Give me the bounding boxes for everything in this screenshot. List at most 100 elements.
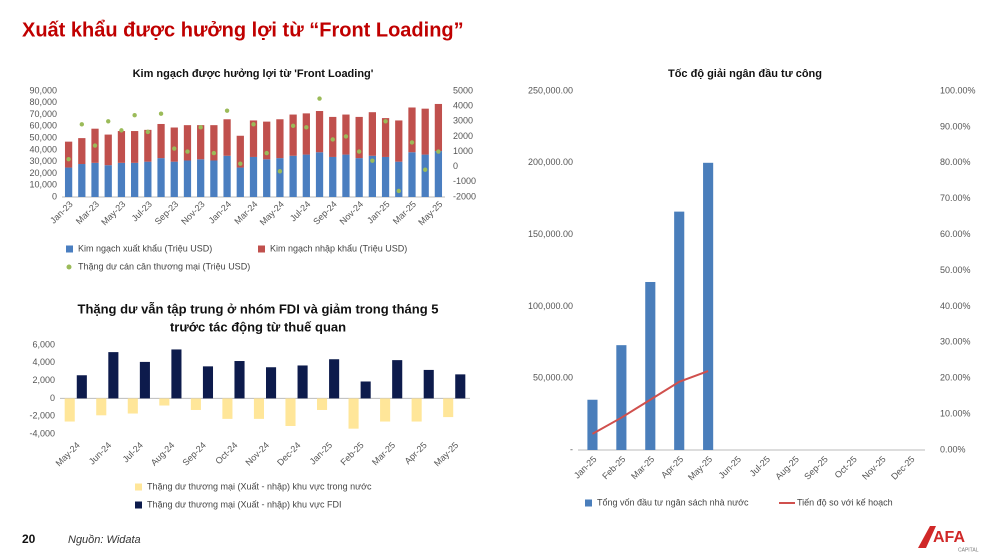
y-tick-label: 0 xyxy=(52,191,57,201)
bar xyxy=(76,375,87,399)
bar xyxy=(408,152,416,197)
y2-tick-label: 2000 xyxy=(453,131,473,141)
x-tick-label: Nov-23 xyxy=(179,199,207,227)
bar xyxy=(329,156,337,197)
bar xyxy=(380,398,391,422)
x-tick-label: Jul-24 xyxy=(121,440,145,464)
bar xyxy=(289,155,297,197)
bar xyxy=(96,398,107,416)
dot xyxy=(317,96,322,101)
y2-tick-label: 20.00% xyxy=(940,373,971,383)
source: Nguồn: Widata xyxy=(68,534,141,546)
bar xyxy=(316,398,328,410)
x-tick-label: Mar-25 xyxy=(629,454,656,481)
y2-tick-label: 5000 xyxy=(453,85,473,95)
bar xyxy=(421,154,429,197)
bar xyxy=(368,112,376,156)
bar xyxy=(210,160,218,197)
bar xyxy=(616,345,627,450)
dot xyxy=(145,129,151,135)
y2-tick-label: 60.00% xyxy=(940,229,971,239)
legend-swatch xyxy=(135,501,142,509)
y2-tick-label: 100.00% xyxy=(940,85,976,95)
x-tick-label: Sep-25 xyxy=(802,454,830,482)
x-tick-label: Feb-25 xyxy=(600,454,627,481)
y2-tick-label: 80.00% xyxy=(940,157,971,167)
bar xyxy=(78,138,86,165)
y-tick-label: 150,000.00 xyxy=(528,229,573,239)
dot xyxy=(304,125,309,130)
bar xyxy=(355,158,363,197)
bar xyxy=(297,365,308,399)
slide-title: Xuất khẩu được hưởng lợi từ “Front Loadi… xyxy=(22,19,464,41)
bar xyxy=(131,131,139,163)
bar xyxy=(360,381,371,399)
y-tick-label: 2,000 xyxy=(32,375,55,385)
y-tick-label: 10,000 xyxy=(29,180,57,190)
dot xyxy=(92,143,98,148)
bar xyxy=(263,159,271,197)
logo-sub: CAPITAL xyxy=(958,547,979,553)
bar xyxy=(64,398,75,422)
x-tick-label: May-25 xyxy=(432,440,460,468)
bar xyxy=(190,398,201,410)
bar xyxy=(117,131,126,163)
bar xyxy=(64,141,73,168)
logo-icon xyxy=(918,526,936,548)
y2-tick-label: 40.00% xyxy=(940,301,971,311)
bar xyxy=(315,152,324,197)
y-tick-label: 50,000 xyxy=(29,132,57,142)
dot xyxy=(238,161,243,166)
x-tick-label: Dec-25 xyxy=(889,454,917,482)
x-tick-label: May-25 xyxy=(416,199,444,227)
bar xyxy=(170,127,178,162)
y2-tick-label: 90.00% xyxy=(940,121,971,131)
dot xyxy=(198,125,203,130)
y2-tick-label: 70.00% xyxy=(940,193,971,203)
x-tick-label: May-25 xyxy=(686,454,714,482)
x-tick-label: Nov-24 xyxy=(338,199,366,227)
legend-label: Thặng dư cán cân thương mại (Triệu USD) xyxy=(78,261,250,271)
dot xyxy=(66,156,71,162)
bar xyxy=(443,398,454,418)
dot xyxy=(119,128,124,133)
bar xyxy=(104,165,112,197)
legend-swatch xyxy=(135,483,142,491)
dot xyxy=(290,123,296,129)
bar xyxy=(249,120,258,157)
bar xyxy=(392,360,403,399)
bar xyxy=(222,398,233,419)
x-tick-label: Jul-25 xyxy=(748,454,772,478)
bar xyxy=(276,158,284,197)
x-tick-label: Apr-25 xyxy=(659,454,685,480)
bar xyxy=(434,151,443,197)
x-tick-label: May-24 xyxy=(54,440,82,468)
y-tick-label: 4,000 xyxy=(32,357,55,367)
chart-title: Kim ngạch được hưởng lợi từ 'Front Loadi… xyxy=(133,68,374,80)
bar xyxy=(144,161,152,197)
bar xyxy=(423,369,434,399)
x-tick-label: Aug-25 xyxy=(773,454,801,482)
y-tick-label: - xyxy=(570,444,573,454)
x-tick-label: Oct-25 xyxy=(833,454,859,480)
x-tick-label: Jun-24 xyxy=(87,440,114,467)
x-tick-label: Jul-24 xyxy=(288,199,312,223)
dot xyxy=(436,149,441,154)
x-tick-label: Sep-24 xyxy=(180,440,208,468)
y-tick-label: 0 xyxy=(50,393,55,403)
chart-title: trước tác động từ thuế quan xyxy=(170,319,346,334)
bar xyxy=(210,125,218,161)
bar xyxy=(703,162,714,451)
legend-label: Tổng vốn đầu tư ngân sách nhà nước xyxy=(597,497,749,507)
x-tick-label: May-23 xyxy=(99,199,127,227)
page-number: 20 xyxy=(22,532,36,546)
x-tick-label: Mar-24 xyxy=(232,199,259,226)
bar xyxy=(64,167,73,197)
bar xyxy=(236,135,244,168)
x-tick-label: Sep-24 xyxy=(311,199,339,227)
bar xyxy=(91,162,99,197)
y-tick-label: 100,000.00 xyxy=(528,301,573,311)
x-tick-label: Nov-24 xyxy=(244,440,272,468)
dot xyxy=(79,122,85,127)
x-tick-label: Aug-24 xyxy=(149,440,177,468)
